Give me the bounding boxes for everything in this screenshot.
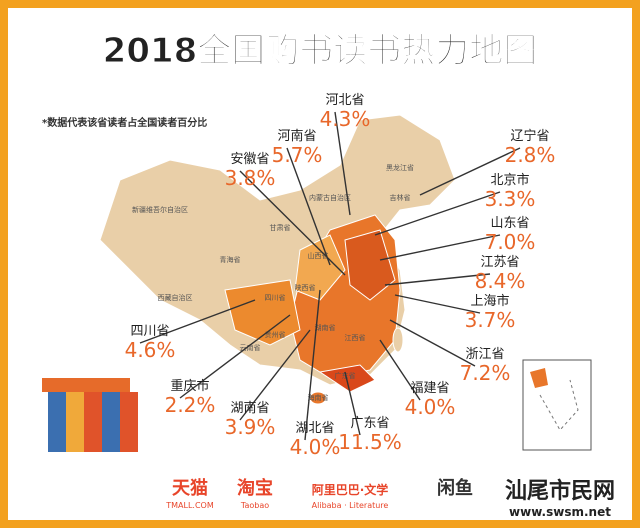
sichuan (224, 279, 301, 346)
province-share: 4.3% (320, 107, 371, 131)
logo-sub: Taobao (240, 501, 269, 510)
books-icon (42, 378, 138, 452)
province-name: 江苏省 (480, 254, 519, 270)
province-name: 辽宁省 (510, 128, 549, 144)
map-label: 黑龙江省 (386, 163, 414, 172)
province-share: 2.8% (505, 143, 556, 167)
inset-land (530, 368, 548, 388)
map-label: 西藏自治区 (158, 293, 193, 302)
logo-sub: Alibaba · Literature (312, 501, 389, 510)
province-name: 湖南省 (230, 400, 269, 416)
map-label: 贵州省 (265, 330, 286, 339)
map (99, 114, 456, 405)
callout-arrow (304, 289, 321, 441)
map-label: 青海省 (220, 255, 241, 264)
map-label: 新疆维吾尔自治区 (132, 205, 188, 214)
province-share: 3.9% (225, 415, 276, 439)
logo-name: 天猫 (172, 477, 208, 499)
map-label: 湖南省 (315, 323, 336, 332)
map-label: 山西省 (308, 251, 329, 260)
callout-arrow (379, 339, 421, 401)
watermark-name: 汕尾市民网 (505, 478, 615, 504)
province-name: 湖北省 (295, 421, 334, 436)
callout-arrow (379, 234, 501, 261)
province-share: 4.0% (405, 395, 456, 419)
watermark-url: www.swsm.net (509, 505, 611, 519)
callout-arrow (334, 111, 351, 216)
map-label: 甘肃省 (270, 223, 291, 232)
callout-arrow (139, 299, 256, 344)
province-share: 11.5% (338, 430, 402, 454)
province-name: 四川省 (130, 324, 169, 339)
province-share: 3.8% (225, 166, 276, 190)
guangdong (318, 364, 376, 393)
callout-arrow (394, 294, 481, 314)
callout-arrow (374, 191, 501, 236)
callout-arrow (419, 147, 521, 196)
shandong-jiangsu (344, 229, 396, 301)
callout-arrow (239, 170, 346, 276)
province-name: 重庆市 (170, 378, 209, 394)
province-name: 北京市 (490, 172, 529, 188)
province-share: 3.3% (485, 187, 536, 211)
province-share: 3.7% (465, 308, 516, 332)
inset-line (539, 379, 579, 431)
province-name: 河南省 (277, 128, 316, 144)
province-share: 4.0% (290, 435, 341, 459)
note: *数据代表该省读者占全国读者百分比 (42, 116, 207, 129)
province-name: 广东省 (350, 416, 389, 431)
province-name: 福建省 (410, 381, 449, 396)
callout-arrow (344, 371, 361, 436)
logo-name: 闲鱼 (437, 477, 473, 499)
province-name: 浙江省 (465, 347, 504, 362)
logo-name: 淘宝 (237, 477, 273, 499)
callout-arrow (384, 273, 491, 286)
map-label: 广东省 (335, 371, 356, 380)
title: 2018全国购书读书热力地图 (103, 31, 538, 71)
province-name: 上海市 (470, 293, 509, 309)
province-share: 7.0% (485, 230, 536, 254)
taiwan (392, 327, 404, 353)
province-share: 7.2% (460, 361, 511, 385)
map-label: 陕西省 (295, 283, 316, 292)
province-name: 安徽省 (230, 152, 269, 167)
map-label: 江西省 (345, 333, 366, 342)
map-label: 海南省 (308, 393, 329, 402)
map-label: 吉林省 (390, 193, 411, 202)
map-label: 四川省 (265, 293, 286, 302)
callout-arrow (179, 314, 291, 399)
logo-name: 阿里巴巴·文学 (312, 482, 389, 497)
map-label: 内蒙古自治区 (309, 193, 351, 202)
map-label: 云南省 (240, 343, 261, 352)
province-name: 河北省 (325, 93, 364, 108)
province-share: 5.7% (272, 143, 323, 167)
central (294, 234, 346, 301)
logo-sub: TMALL.COM (165, 501, 214, 510)
callout-arrow (286, 147, 331, 266)
hainan (309, 391, 327, 405)
callout-arrow (389, 319, 476, 367)
province-name: 山东省 (490, 216, 529, 231)
province-share: 2.2% (165, 393, 216, 417)
province-share: 4.6% (125, 338, 176, 362)
callout-arrow (239, 329, 311, 421)
province-share: 8.4% (475, 269, 526, 293)
